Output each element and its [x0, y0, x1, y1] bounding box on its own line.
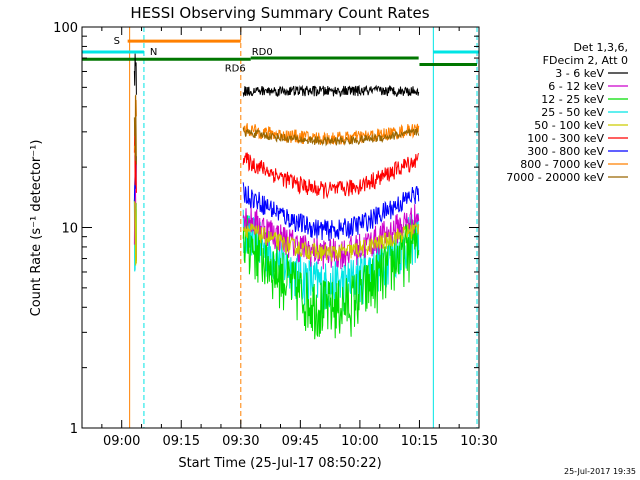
legend-label-5: 100 - 300 keV [527, 132, 604, 145]
x-axis-label: Start Time (25-Jul-17 08:50:22) [178, 456, 381, 471]
x-tick-label-0: 09:00 [103, 434, 140, 449]
legend-label-7: 800 - 7000 keV [520, 158, 604, 171]
legend-row-2: 12 - 25 keV [541, 93, 628, 106]
night-flag-label: N [150, 47, 157, 58]
series-line-6-segment-1 [242, 182, 420, 241]
legend-header-line-2: FDecim 2, Att 0 [543, 54, 628, 67]
legend-label-1: 6 - 12 keV [548, 80, 604, 93]
legend-row-6: 300 - 800 keV [527, 145, 628, 158]
legend-label-2: 12 - 25 keV [541, 93, 604, 106]
x-tick-label-6: 10:30 [460, 434, 497, 449]
footer-timestamp: 25-Jul-2017 19:35 [564, 467, 636, 476]
legend-label-3: 25 - 50 keV [541, 106, 604, 119]
x-axis-ticks: 09:00 09:15 09:30 09:45 10:00 10:15 10:30 [101, 27, 498, 449]
saa-flag-label: S [114, 36, 120, 47]
chart-title: HESSI Observing Summary Count Rates [130, 4, 429, 22]
y-tick-label-1: 10 [61, 222, 78, 237]
rd0-flag-label: RD0 [252, 47, 273, 58]
series-line-0-segment-1 [242, 84, 420, 98]
legend-label-6: 300 - 800 keV [527, 145, 604, 158]
series-line-5-segment-1 [242, 152, 420, 199]
x-tick-label-5: 10:15 [401, 434, 438, 449]
x-tick-label-4: 10:00 [341, 434, 378, 449]
legend-label-0: 3 - 6 keV [555, 67, 604, 80]
legend-row-5: 100 - 300 keV [527, 132, 628, 145]
y-axis-ticks: 1 10 100 [53, 21, 479, 437]
x-tick-label-1: 09:15 [163, 434, 200, 449]
series-line-8-segment-1 [242, 126, 420, 147]
rd6-flag-label: RD6 [225, 63, 246, 74]
series-line-4-segment-1 [242, 221, 420, 262]
legend-row-0: 3 - 6 keV [555, 67, 628, 80]
plot-area: S N RD6 RD0 [82, 27, 479, 428]
legend-row-3: 25 - 50 keV [541, 106, 628, 119]
series-line-8-segment-0 [133, 94, 137, 165]
legend-label-8: 7000 - 20000 keV [506, 171, 604, 184]
legend-row-1: 6 - 12 keV [548, 80, 628, 93]
x-tick-label-3: 09:45 [282, 434, 319, 449]
y-tick-label-2: 100 [53, 21, 78, 36]
y-axis-label: Count Rate (s⁻¹ detector⁻¹) [29, 140, 44, 317]
legend-header-line-1: Det 1,3,6, [573, 41, 628, 54]
legend-label-4: 50 - 100 keV [534, 119, 604, 132]
legend-row-4: 50 - 100 keV [534, 119, 628, 132]
legend-row-7: 800 - 7000 keV [520, 158, 628, 171]
series-line-0-segment-0 [133, 53, 137, 95]
legend-row-8: 7000 - 20000 keV [506, 171, 628, 184]
x-tick-label-2: 09:30 [222, 434, 259, 449]
series-line-3-segment-1 [242, 209, 420, 315]
y-tick-label-0: 1 [70, 422, 78, 437]
